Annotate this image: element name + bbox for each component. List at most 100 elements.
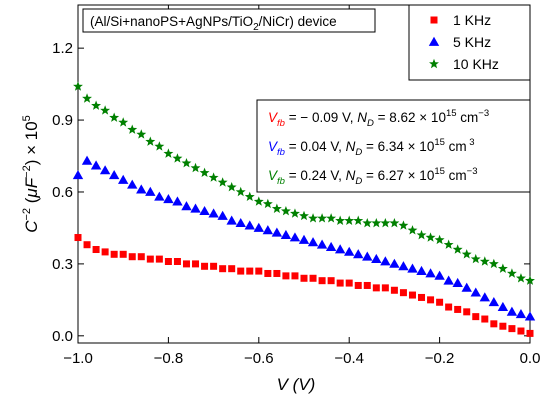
data-point: [463, 308, 471, 316]
data-point: [244, 191, 255, 201]
x-tick-label: 0.0: [520, 350, 541, 367]
ylabel-ten-exp: 5: [21, 115, 33, 121]
data-point: [208, 172, 219, 182]
y-tick-label: 0.6: [52, 184, 73, 201]
annotation-line: Vfb = 0.04 V, ND = 6.34 × 1015 cm 3: [268, 137, 475, 158]
data-point: [407, 263, 418, 273]
data-point: [318, 277, 326, 285]
data-point: [99, 165, 111, 175]
data-point: [326, 213, 337, 223]
x-tick-label: −0.4: [334, 350, 364, 367]
y-tick-label: 0.0: [52, 328, 73, 345]
data-point: [127, 124, 138, 134]
data-point: [524, 311, 536, 321]
data-point: [389, 217, 400, 228]
data-point: [472, 313, 480, 321]
data-point: [192, 260, 200, 268]
data-point: [253, 222, 264, 232]
data-point: [497, 263, 508, 273]
data-point: [425, 268, 436, 278]
legend-marker: [429, 58, 439, 69]
data-point: [90, 160, 102, 170]
data-point: [273, 269, 281, 277]
title-box-border: [82, 8, 376, 33]
title-pre: (Al/Si+nanoPS+AgNPs/TiO: [90, 14, 253, 29]
data-point: [317, 213, 328, 223]
data-point: [101, 248, 109, 256]
data-point: [354, 281, 362, 289]
data-point: [372, 284, 380, 292]
data-point: [390, 286, 398, 294]
annotation-part: cm: [457, 110, 479, 125]
data-point: [235, 217, 246, 228]
data-point: [163, 193, 174, 204]
data-point: [298, 234, 310, 244]
data-point: [515, 309, 527, 319]
data-point: [309, 274, 317, 282]
annotation-part: cm: [445, 168, 467, 183]
annotation-part: fb: [277, 176, 285, 187]
data-point: [83, 241, 91, 249]
data-point: [237, 267, 245, 275]
annotation-line: Vfb = − 0.09 V, ND = 8.62 × 1015 cm−3: [268, 108, 489, 129]
data-point: [490, 320, 498, 328]
data-point: [154, 141, 165, 151]
data-point: [290, 208, 300, 218]
data-point: [461, 249, 472, 259]
data-point: [282, 272, 290, 280]
data-point: [399, 289, 407, 297]
data-point: [72, 169, 84, 180]
legend-marker: [430, 16, 438, 24]
data-point: [264, 269, 272, 277]
ylabel-mu: μ: [22, 188, 41, 199]
data-point: [226, 215, 237, 225]
ylabel-f-exp: −2: [21, 165, 33, 178]
data-point: [199, 205, 210, 216]
legend-border: [408, 4, 531, 81]
data-point: [219, 265, 227, 273]
data-point: [525, 275, 535, 285]
data-point: [436, 298, 444, 306]
data-point: [443, 275, 454, 285]
data-point: [497, 301, 509, 311]
data-point: [452, 277, 463, 287]
data-point: [344, 246, 355, 256]
annotation-part: cm: [445, 139, 467, 154]
title-sub: 2: [253, 22, 259, 33]
data-point: [235, 186, 246, 197]
data-point: [110, 250, 118, 258]
legend-items: 1 KHz 5 KHz 10 KHz: [428, 12, 499, 72]
data-point: [335, 215, 346, 225]
data-point: [255, 267, 263, 275]
annotation-part: D: [367, 118, 374, 129]
ylabel-c: C: [22, 220, 41, 233]
data-point: [362, 251, 373, 261]
data-point: [307, 237, 319, 247]
data-point: [499, 322, 507, 330]
data-point: [172, 153, 183, 163]
data-point: [516, 273, 526, 283]
annotation-box-border: [256, 99, 531, 193]
data-point: [217, 177, 228, 187]
data-point: [210, 262, 218, 270]
data-point: [398, 220, 409, 230]
data-point: [479, 256, 490, 266]
data-point: [208, 208, 219, 218]
chart-title: (Al/Si+nanoPS+AgNPs/TiO2/NiCr) device: [90, 14, 337, 33]
data-point: [408, 291, 416, 299]
data-point: [271, 227, 283, 237]
data-point: [91, 100, 102, 110]
data-point: [407, 225, 418, 235]
series-layer: [72, 81, 536, 337]
data-point: [74, 234, 82, 242]
data-point: [253, 196, 264, 206]
data-point: [434, 234, 445, 245]
series-star: [73, 81, 535, 285]
data-point: [172, 196, 183, 206]
data-point: [145, 186, 156, 196]
data-point: [416, 229, 427, 240]
data-point: [506, 306, 518, 316]
series-triangle: [72, 155, 536, 321]
annotation-part: N: [346, 139, 356, 154]
data-point: [345, 279, 353, 287]
